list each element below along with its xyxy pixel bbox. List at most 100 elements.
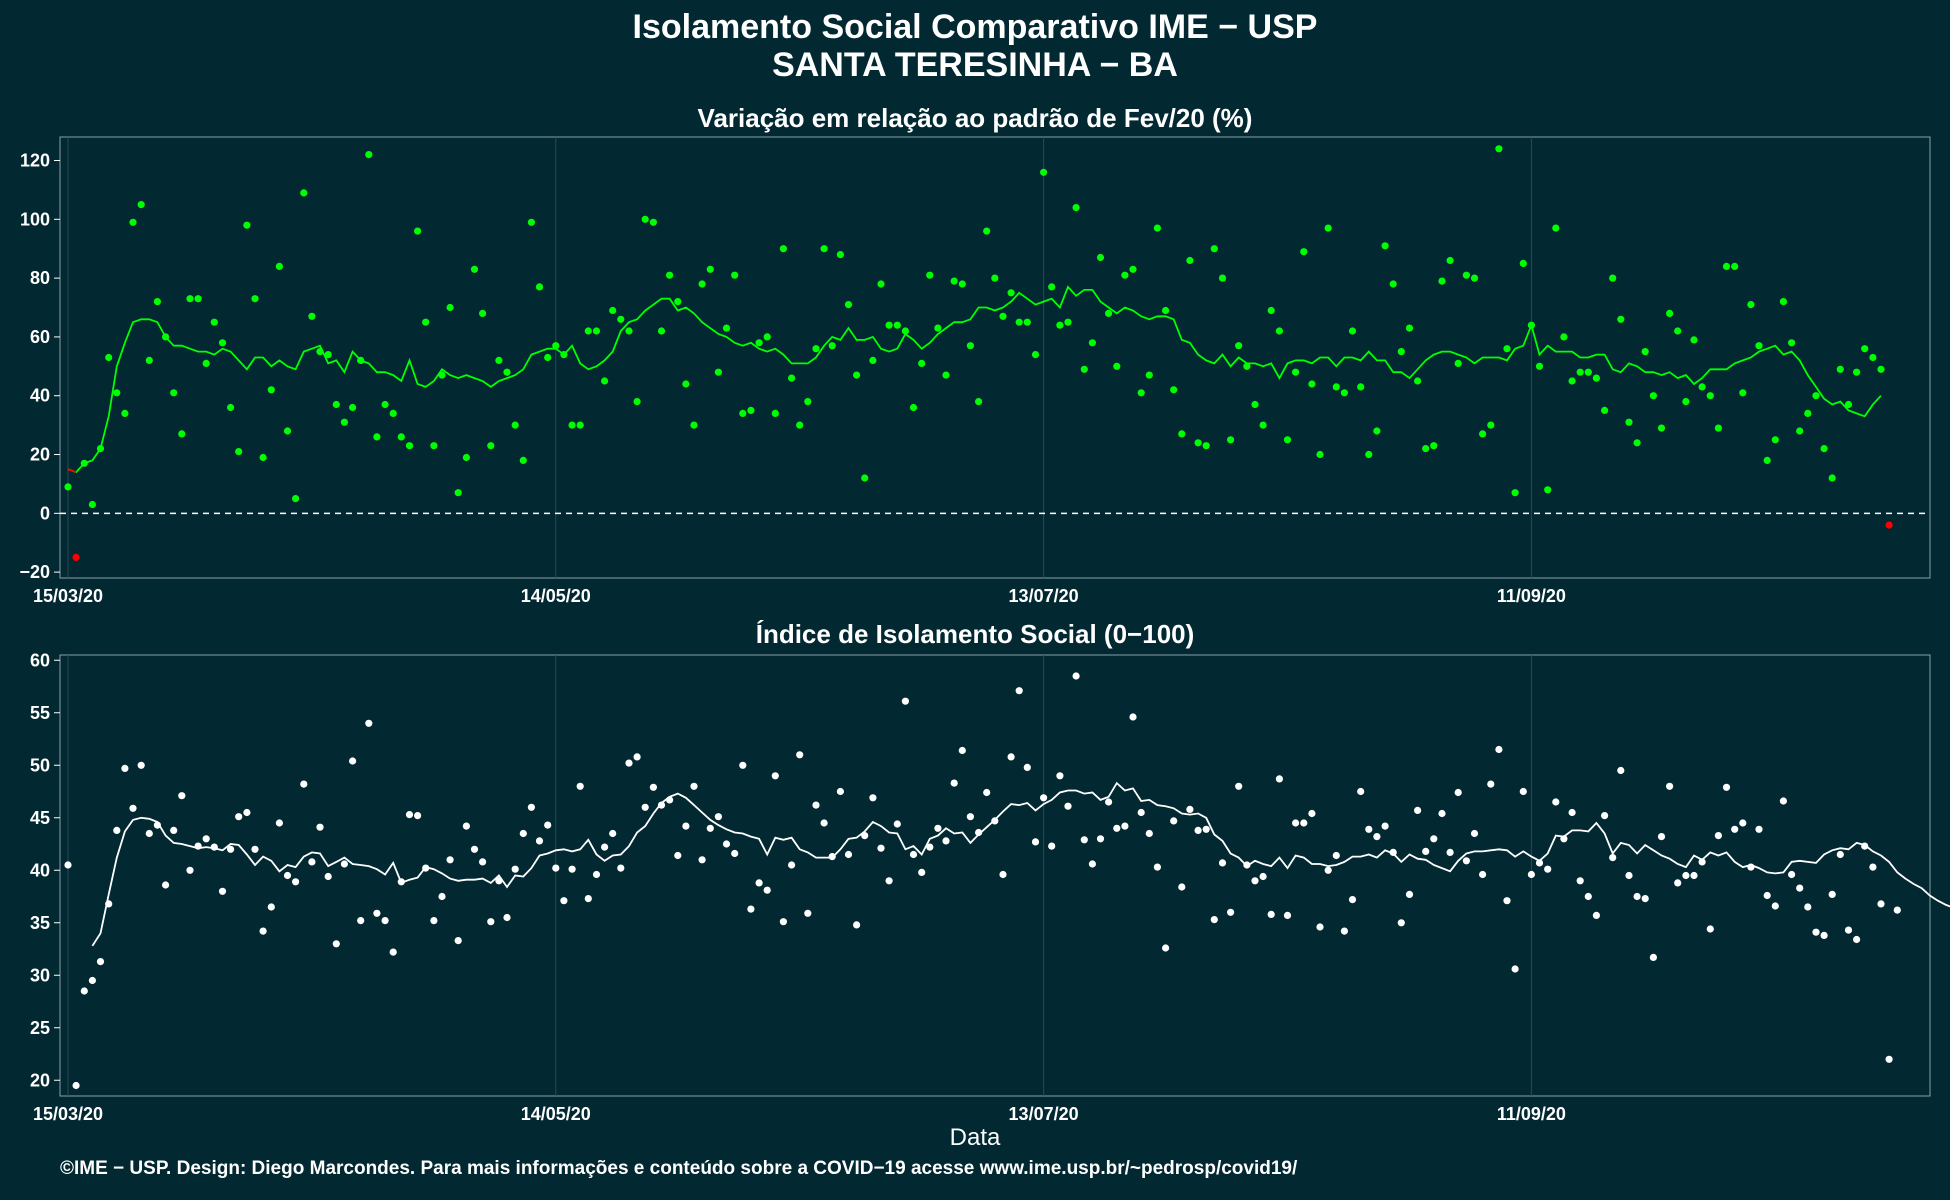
top-data-point	[162, 333, 170, 341]
bottom-data-point	[1251, 877, 1259, 885]
top-data-point	[804, 398, 812, 406]
top-data-point	[1739, 389, 1747, 397]
top-data-point	[235, 448, 243, 456]
bottom-data-point	[1332, 851, 1340, 860]
bottom-data-point	[251, 845, 259, 853]
bottom-data-point	[601, 843, 609, 851]
bottom-y-tick-label: 45	[30, 808, 50, 828]
bottom-data-point	[714, 813, 723, 821]
bottom-data-point	[1560, 835, 1568, 843]
top-data-point	[1495, 145, 1503, 153]
bottom-data-point	[877, 844, 885, 852]
bottom-data-point	[983, 788, 991, 797]
bottom-data-point	[194, 842, 202, 850]
bottom-data-point	[1519, 787, 1527, 796]
top-data-point	[568, 421, 576, 429]
bottom-data-point	[1828, 890, 1836, 899]
top-data-point	[1584, 368, 1592, 376]
bottom-data-point	[1422, 847, 1430, 856]
top-data-point	[690, 421, 698, 429]
top-data-point	[1535, 362, 1544, 370]
top-data-point	[1088, 339, 1096, 347]
bottom-data-point	[698, 856, 706, 864]
bottom-data-point	[1259, 872, 1267, 881]
bottom-data-point	[170, 826, 178, 835]
top-data-point	[259, 453, 267, 462]
bottom-data-point	[1340, 927, 1348, 935]
top-data-point	[1698, 383, 1706, 391]
top-data-point	[1706, 392, 1714, 400]
bottom-data-point	[470, 845, 479, 853]
top-data-point	[1283, 436, 1292, 444]
top-data-point	[105, 353, 113, 362]
bottom-data-point	[576, 782, 584, 790]
top-data-point	[88, 500, 96, 509]
bottom-data-point	[1755, 825, 1763, 833]
top-data-point	[552, 342, 560, 350]
bottom-data-point	[1788, 870, 1796, 879]
bottom-data-point	[1844, 926, 1853, 934]
bottom-data-point	[503, 913, 511, 922]
top-data-point	[1373, 427, 1381, 435]
bottom-data-point	[64, 861, 72, 869]
top-data-point	[1023, 318, 1031, 326]
bottom-data-point	[1511, 965, 1519, 973]
top-panel-frame	[59, 136, 1931, 579]
bottom-data-point	[292, 878, 300, 886]
bottom-data-point	[544, 821, 552, 829]
top-data-point	[909, 403, 918, 412]
bottom-data-point	[934, 824, 942, 832]
top-x-tick-label: 13/07/20	[1009, 586, 1079, 606]
bottom-data-point	[1105, 798, 1113, 806]
bottom-data-point	[1235, 782, 1243, 790]
top-data-point	[1308, 380, 1316, 388]
top-panel-title: Variação em relação ao padrão de Fev/20 …	[697, 103, 1253, 133]
top-data-point	[1040, 168, 1048, 176]
top-data-point	[1722, 262, 1731, 270]
bottom-data-point	[145, 829, 153, 838]
bottom-y-tick-label: 35	[30, 913, 50, 933]
top-data-point	[227, 403, 235, 412]
top-data-point	[682, 380, 690, 388]
bottom-data-point	[1552, 798, 1560, 806]
bottom-data-point	[1633, 892, 1641, 901]
top-data-point	[584, 327, 592, 335]
top-data-point	[1405, 324, 1414, 332]
top-data-point	[1267, 306, 1275, 315]
top-data-point	[999, 312, 1007, 320]
bottom-data-point	[283, 871, 292, 880]
bottom-data-point	[1023, 763, 1031, 772]
top-data-point	[365, 151, 373, 159]
bottom-data-point	[568, 865, 576, 873]
bottom-data-point	[129, 804, 137, 812]
bottom-data-point	[1178, 883, 1186, 891]
bottom-data-point	[1739, 819, 1747, 827]
top-data-point	[438, 371, 446, 379]
top-data-point	[381, 400, 389, 409]
top-data-point	[1877, 365, 1885, 373]
bottom-data-point	[666, 796, 674, 804]
top-data-point	[186, 295, 194, 303]
bottom-data-point	[1836, 850, 1844, 859]
top-data-point	[788, 374, 796, 382]
bottom-y-tick-label: 25	[30, 1018, 50, 1038]
bottom-data-point	[788, 861, 796, 869]
top-data-point	[779, 245, 788, 253]
top-data-point	[1202, 442, 1210, 450]
bottom-data-point	[731, 849, 739, 858]
top-data-point	[1275, 327, 1283, 335]
top-data-point	[1137, 389, 1145, 397]
top-data-point	[1836, 365, 1844, 373]
top-data-point	[828, 342, 836, 350]
bottom-data-point	[405, 811, 414, 819]
top-data-point	[755, 339, 763, 347]
top-data-point	[698, 280, 706, 288]
bottom-data-point	[682, 822, 690, 830]
bottom-data-point	[901, 697, 910, 705]
bottom-data-point	[105, 900, 113, 908]
bottom-panel-frame	[59, 654, 1931, 1097]
top-data-point	[267, 386, 275, 394]
bottom-data-point	[1121, 822, 1129, 830]
bottom-data-point	[1641, 895, 1649, 903]
bottom-data-point	[1877, 900, 1885, 908]
